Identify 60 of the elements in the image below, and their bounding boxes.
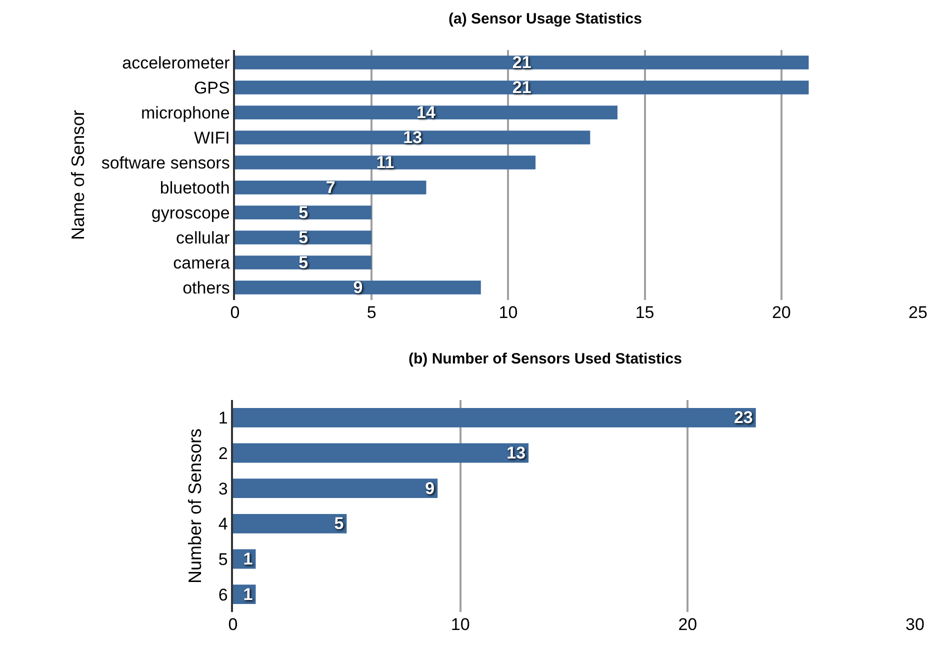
- data-label: 23: [734, 408, 753, 428]
- bar: [233, 478, 438, 498]
- y-tick-label: GPS: [194, 78, 230, 98]
- data-label: 11: [376, 153, 394, 172]
- bar: [235, 180, 426, 194]
- bar: [235, 106, 618, 120]
- y-tick-label: 6: [218, 585, 228, 604]
- y-tick-label: 1: [218, 408, 228, 428]
- y-tick-label: bluetooth: [160, 178, 230, 198]
- x-tick-label: 30: [906, 615, 924, 634]
- x-tick-label: 25: [908, 303, 928, 322]
- y-tick-label: software sensors: [101, 153, 230, 172]
- bar: [233, 443, 529, 463]
- x-tick-label: 20: [678, 615, 698, 634]
- bar: [235, 256, 372, 270]
- data-label: 21: [512, 53, 532, 72]
- data-label: 1: [243, 550, 253, 568]
- data-label: 9: [353, 278, 363, 298]
- y-tick-label: gyroscope: [151, 203, 230, 222]
- y-tick-label: cellular: [176, 228, 230, 248]
- x-tick-label: 5: [366, 303, 376, 322]
- y-tick-label: WIFI: [194, 128, 230, 148]
- bar: [235, 230, 372, 244]
- bar: [235, 130, 590, 144]
- data-label: 14: [416, 103, 436, 122]
- data-label: 21: [512, 78, 532, 98]
- bar: [235, 156, 536, 170]
- x-tick-label: 10: [450, 615, 470, 634]
- bar: [235, 280, 481, 294]
- y-axis-title: Number of Sensors: [185, 428, 206, 584]
- bar: [233, 408, 756, 428]
- y-tick-label: 5: [218, 550, 228, 569]
- x-tick-label: 15: [635, 303, 654, 322]
- data-label: 7: [326, 178, 336, 198]
- y-tick-label: microphone: [141, 103, 230, 122]
- chart-title: (b) Number of Sensors Used Statistics: [408, 350, 682, 368]
- bar: [235, 206, 372, 220]
- y-tick-label: camera: [173, 253, 230, 272]
- y-tick-label: others: [182, 278, 230, 298]
- y-tick-label: 4: [218, 514, 228, 534]
- x-tick-label: 0: [230, 303, 240, 322]
- x-tick-label: 10: [498, 303, 518, 322]
- data-label: 9: [425, 478, 435, 498]
- data-label: 13: [506, 444, 526, 462]
- x-tick-label: 0: [228, 615, 238, 634]
- bar: [235, 56, 809, 70]
- data-label: 5: [298, 203, 308, 222]
- bar: [233, 514, 347, 534]
- y-tick-label: 2: [218, 444, 228, 463]
- data-label: 5: [334, 514, 344, 534]
- data-label: 5: [298, 253, 308, 272]
- data-label: 13: [403, 128, 422, 148]
- y-axis-title: Name of Sensor: [68, 110, 88, 240]
- data-label: 5: [298, 228, 308, 248]
- chart-title: (a) Sensor Usage Statistics: [448, 10, 642, 28]
- y-tick-label: accelerometer: [122, 53, 230, 72]
- data-label: 1: [243, 584, 253, 604]
- bar: [235, 80, 809, 94]
- y-tick-label: 3: [218, 479, 228, 498]
- x-tick-label: 20: [772, 303, 791, 322]
